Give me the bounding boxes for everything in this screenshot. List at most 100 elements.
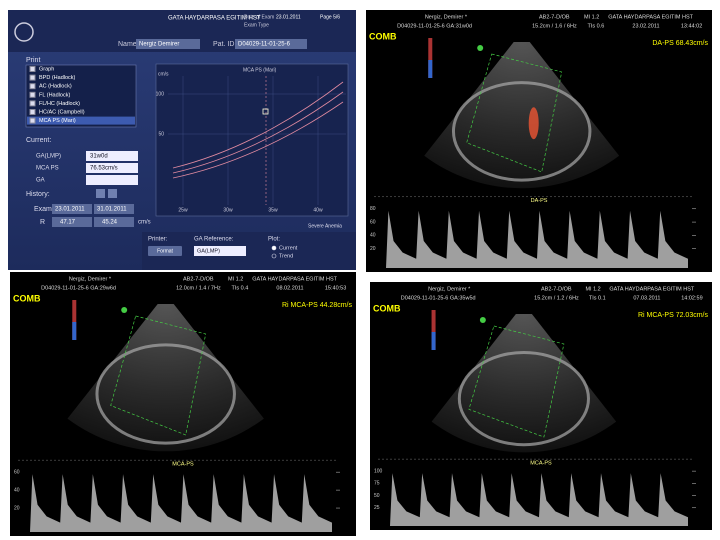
hospital: GATA HAYDARPASA EGITIM HST [168,16,261,22]
plot-option: Current [279,245,298,251]
ga-ref: GA(LMP) [197,248,220,254]
mode: COMB [369,31,397,41]
x-tick-label: 25w [178,207,188,213]
color-bar-low [428,60,433,78]
fetal-head [457,350,590,447]
mode: COMB [13,293,41,303]
value-field [86,175,138,185]
date: 23.02.2011 [632,23,659,29]
probe: AB2-7-D/OB [539,14,570,20]
chart-title: MCA PS (Mari) [243,67,277,73]
print-item: FL/HC (Hadlock) [39,101,80,107]
current-label: Current: [26,137,51,144]
current-label-item: GA [36,178,45,184]
exam-field [52,204,92,214]
scale-label: 80 [370,206,376,212]
date: 08.02.2011 [276,285,303,291]
fetal-head [451,81,592,182]
plot-label: Plot: [268,237,280,243]
probe: AB2-7-D/OB [541,286,572,292]
current-value: 76.53cm/s [90,166,118,172]
r-field [52,217,92,227]
measurement: DA-PS 68.43cm/s [652,40,708,47]
probe: AB2-7-D/OB [183,276,214,282]
scale-label: 40 [14,487,20,493]
checkbox [29,66,36,72]
date: 07.03.2011 [633,295,660,301]
x-tick-label: 30w [223,207,233,213]
y-tick-label: 50 [158,131,164,137]
scale-label: 50 [374,493,380,499]
ge-logo [14,22,34,42]
trace-label: MCA-PS [530,461,552,467]
mi: MI 1.2 [585,286,600,292]
radio [271,253,277,259]
patient-id: D04029-11-01-25-6 GA:29w6d [41,285,116,291]
x-tick-label: 35w [268,207,278,213]
scale-label: 60 [14,469,20,475]
checkbox [29,83,36,90]
id-field [235,39,307,49]
date-label: Date of Exam [244,14,274,20]
scale-label: 25 [374,505,380,511]
ultrasound-fan [431,314,617,453]
measurement: Ri MCA-PS 44.28cm/s [282,302,353,309]
ga-ref-field [194,246,246,256]
ultrasound-fan [424,42,620,189]
plot-option: Trend [279,253,293,259]
ga-ref-label: GA Reference: [194,237,234,243]
current-value: 31w0d [90,154,108,160]
scan-panel: Nergiz, Demirer * AB2-7-D/OB MI 1.2 GATA HA… [370,282,712,530]
time: 14:02:59 [681,295,702,301]
print-item: MCA PS (Mari) [39,118,76,124]
format-button [148,246,182,256]
color-box [466,53,563,173]
reference-curve [172,101,344,179]
y-tick-label: 100 [156,91,165,97]
r-field [94,217,134,227]
chart-unit: cm/s [158,71,169,77]
scale-label: 20 [14,505,20,511]
print-item: AC (Hadlock) [39,84,72,90]
id-label: Pat. ID [213,41,234,48]
time: 13:44:02 [681,23,702,29]
print-item: BPD (Hadlock) [39,75,76,81]
patient: Nergiz, Demirer * [428,286,471,292]
doppler-waveform [30,474,332,532]
tis: TIs 0.1 [589,295,606,301]
name-field [136,39,200,49]
name: Nergiz Demirer [139,42,179,48]
curve-label: Severe Anemia [308,223,342,229]
depth: 15.2cm / 1.6 / 6Hz [532,23,577,29]
trace-label: MCA-PS [172,462,194,468]
scan-panel: Nergiz, Demirer * AB2-7-D/OB MI 1.2 GATA HA… [366,10,712,272]
format-button-text: Format [157,248,173,254]
depth: 15.2cm / 1.2 / 6Hz [534,295,579,301]
date: 23.01.2011 [276,14,301,20]
exam-field [94,204,134,214]
color-bar [428,38,433,78]
tis: TIs 0.6 [587,23,604,29]
scale-label: 100 [374,468,383,474]
radio [271,245,277,251]
exam-label: Exam [34,206,52,213]
chart-area [155,63,349,217]
scale-label: 60 [370,219,376,225]
value-field [86,163,138,173]
hospital: GATA HAYDARPASA EGITIM HST [608,14,693,20]
page: Page 5/6 [320,14,340,20]
patient: Nergiz, Demirer * [425,14,468,20]
print-label: Print [26,57,40,64]
patient-id: D04029-11-01-25-6 GA:31w0d [397,23,472,29]
checkbox [29,100,36,107]
doppler-waveform [386,210,688,268]
depth: 12.0cm / 1.4 / 7Hz [176,285,221,291]
r-unit: cm/s [138,220,151,226]
checkbox [29,117,36,124]
name-label: Name [118,41,137,48]
printer-label: Printer: [148,237,168,243]
fetal-head [95,343,236,445]
mi: MI 1.2 [584,14,599,20]
